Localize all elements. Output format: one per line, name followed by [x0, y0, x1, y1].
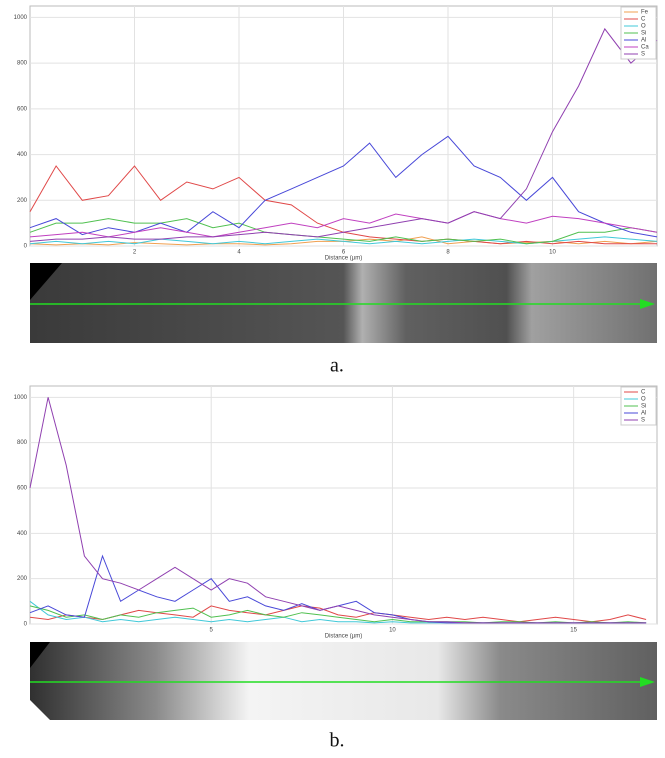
x-tick-label: 4 — [237, 250, 241, 256]
legend-label: S — [641, 418, 645, 424]
y-tick-label: 600 — [17, 106, 28, 112]
legend-label: O — [641, 24, 646, 30]
data-line — [29, 605, 647, 623]
data-line — [29, 218, 658, 245]
data-line — [29, 211, 658, 238]
y-tick-label: 800 — [17, 440, 28, 446]
x-tick-label: 5 — [210, 628, 214, 634]
plot-area — [29, 385, 658, 625]
sem-image-a — [30, 263, 657, 343]
x-axis-label: Distance (µm) — [325, 256, 362, 262]
x-tick-label: 2 — [133, 250, 137, 256]
y-tick-label: 0 — [24, 244, 28, 250]
y-tick-label: 0 — [24, 622, 28, 628]
legend-label: Al — [641, 38, 646, 44]
legend-label: O — [641, 397, 646, 403]
legend-label: S — [641, 52, 645, 58]
y-tick-label: 400 — [17, 531, 28, 537]
data-line — [29, 27, 658, 242]
y-tick-label: 600 — [17, 486, 28, 492]
y-tick-label: 200 — [17, 576, 28, 582]
legend-label: Si — [641, 31, 646, 37]
y-tick-label: 800 — [17, 61, 28, 67]
x-tick-label: 10 — [549, 250, 556, 256]
caption: b. — [330, 730, 345, 752]
caption: a. — [330, 355, 344, 377]
legend-label: Fe — [641, 10, 649, 16]
legend-label: Ca — [641, 45, 649, 51]
x-tick-label: 15 — [570, 628, 577, 634]
x-tick-label: 6 — [342, 250, 346, 256]
data-line — [29, 397, 647, 624]
x-tick-label: 8 — [446, 250, 450, 256]
x-axis-label: Distance (µm) — [325, 634, 362, 640]
sem-image-b — [30, 642, 657, 720]
y-tick-label: 400 — [17, 152, 28, 158]
legend-label: Al — [641, 411, 646, 417]
legend-label: Si — [641, 404, 646, 410]
y-tick-label: 1000 — [14, 395, 28, 401]
y-tick-label: 200 — [17, 198, 28, 204]
legend-label: C — [641, 17, 646, 23]
y-tick-label: 1000 — [14, 15, 28, 21]
x-tick-label: 10 — [389, 628, 396, 634]
legend-label: C — [641, 390, 646, 396]
